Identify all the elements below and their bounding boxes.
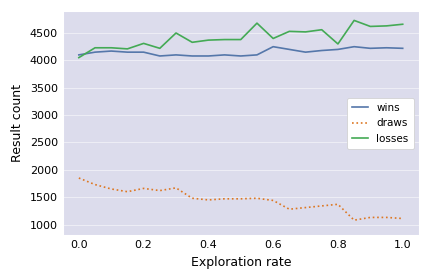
draws: [270, 199, 276, 202]
draws: [141, 187, 146, 190]
wins: [384, 46, 389, 50]
Line: losses: losses: [79, 20, 403, 58]
X-axis label: Exploration rate: Exploration rate: [190, 256, 291, 269]
wins: [352, 45, 357, 48]
draws: [109, 187, 114, 191]
draws: [157, 189, 163, 192]
wins: [109, 49, 114, 53]
losses: [400, 23, 405, 26]
losses: [270, 37, 276, 40]
draws: [335, 203, 341, 206]
losses: [92, 46, 98, 50]
wins: [125, 50, 130, 54]
draws: [368, 216, 373, 219]
losses: [319, 28, 324, 31]
wins: [157, 54, 163, 58]
draws: [384, 216, 389, 219]
losses: [222, 38, 227, 41]
wins: [400, 47, 405, 50]
losses: [190, 41, 195, 44]
draws: [303, 206, 308, 209]
Legend: wins, draws, losses: wins, draws, losses: [347, 98, 414, 149]
wins: [368, 47, 373, 50]
losses: [238, 38, 243, 41]
wins: [92, 50, 98, 54]
draws: [76, 176, 81, 180]
losses: [384, 24, 389, 27]
wins: [173, 53, 178, 57]
losses: [335, 42, 341, 46]
losses: [368, 25, 373, 28]
draws: [222, 197, 227, 200]
wins: [319, 49, 324, 52]
wins: [76, 53, 81, 57]
wins: [190, 54, 195, 58]
wins: [255, 53, 260, 57]
draws: [238, 197, 243, 200]
draws: [287, 207, 292, 211]
draws: [206, 198, 211, 202]
Line: draws: draws: [79, 178, 403, 220]
losses: [206, 38, 211, 42]
wins: [335, 48, 341, 51]
wins: [238, 54, 243, 58]
wins: [141, 50, 146, 54]
losses: [352, 19, 357, 22]
draws: [319, 204, 324, 207]
draws: [190, 197, 195, 200]
wins: [206, 54, 211, 58]
Line: wins: wins: [79, 47, 403, 56]
losses: [76, 56, 81, 59]
wins: [287, 48, 292, 51]
losses: [109, 46, 114, 50]
losses: [255, 22, 260, 25]
draws: [352, 218, 357, 222]
wins: [222, 53, 227, 57]
losses: [173, 31, 178, 35]
Y-axis label: Result count: Result count: [11, 84, 24, 162]
draws: [173, 186, 178, 190]
draws: [125, 190, 130, 193]
losses: [157, 47, 163, 50]
wins: [270, 45, 276, 48]
losses: [125, 47, 130, 51]
draws: [255, 197, 260, 200]
wins: [303, 50, 308, 54]
draws: [400, 217, 405, 220]
draws: [92, 183, 98, 186]
losses: [303, 30, 308, 34]
losses: [141, 42, 146, 45]
losses: [287, 30, 292, 33]
